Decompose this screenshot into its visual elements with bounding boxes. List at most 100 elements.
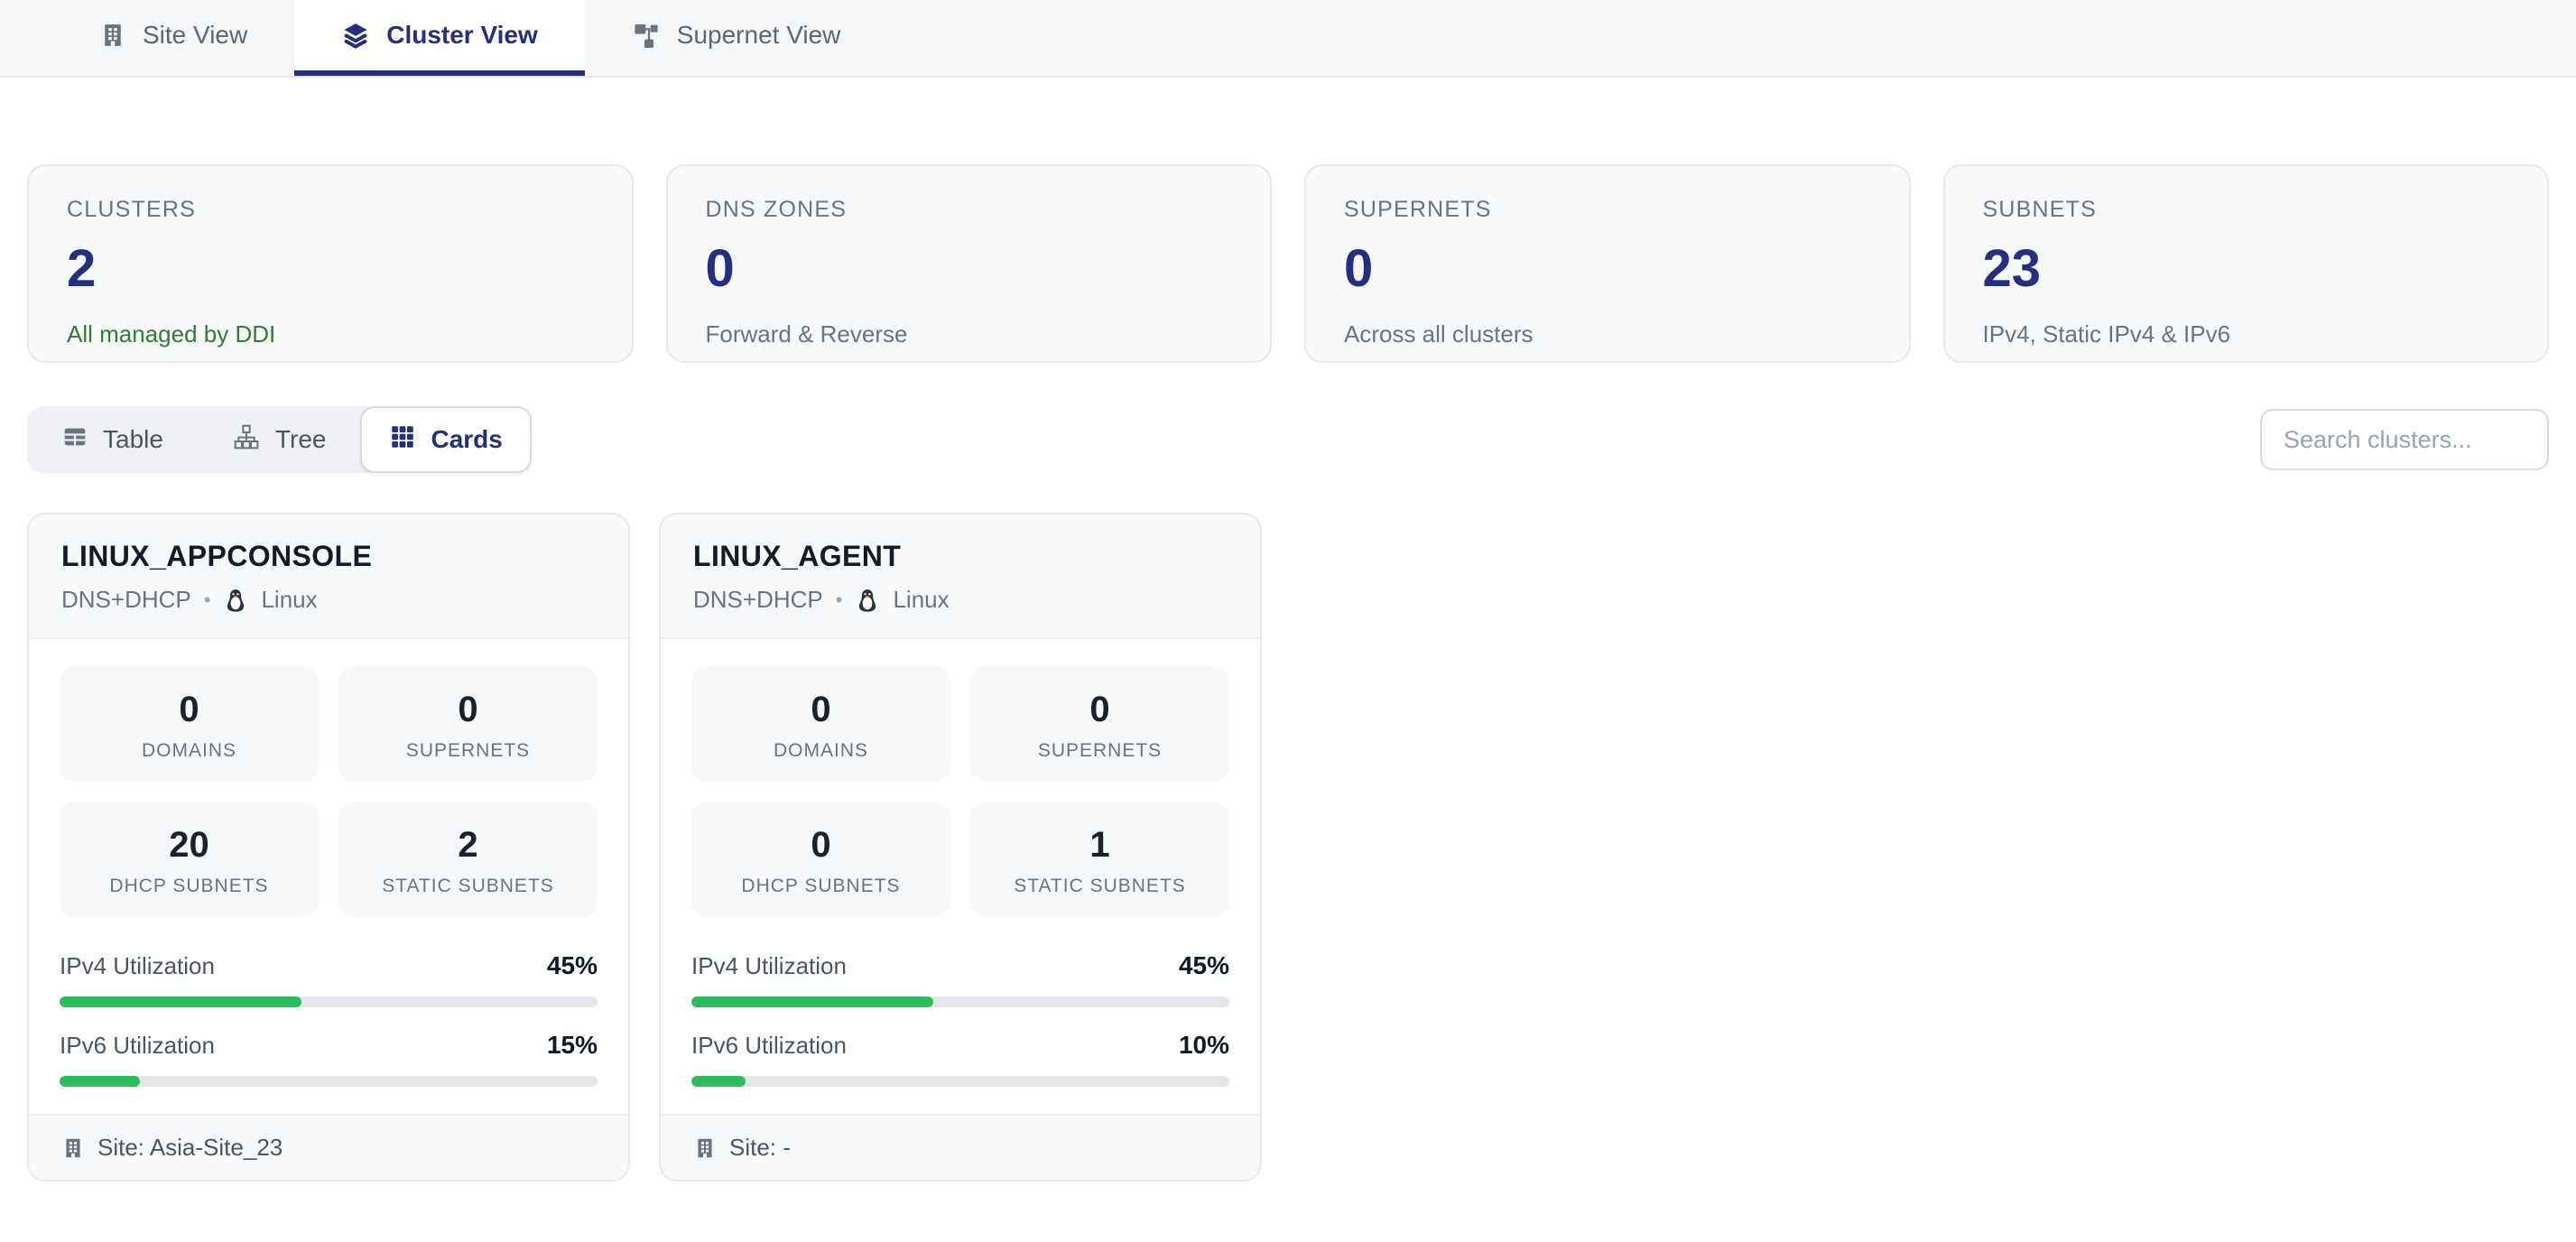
cluster-card-header: LINUX_APPCONSOLE DNS+DHCP • L bbox=[29, 514, 628, 639]
penguin-icon bbox=[855, 588, 880, 613]
stat-label: DOMAINS bbox=[141, 740, 236, 761]
cluster-subtitle: DNS+DHCP • Linux bbox=[693, 586, 1228, 614]
tab-site-view[interactable]: Site View bbox=[52, 0, 294, 76]
grid-icon bbox=[389, 423, 416, 457]
stat-value: 0 bbox=[458, 690, 478, 729]
ipv4-utilization: IPv4 Utilization 45% bbox=[691, 951, 1229, 1007]
stat-tile-dhcp-subnets: 0 DHCP SUBNETS bbox=[691, 802, 950, 917]
stat-tile-domains: 0 DOMAINS bbox=[691, 666, 950, 782]
summary-value: 0 bbox=[705, 239, 735, 298]
stat-label: DHCP SUBNETS bbox=[741, 876, 901, 896]
view-mode-table-label: Table bbox=[103, 425, 163, 453]
stat-value: 1 bbox=[1089, 825, 1110, 865]
cluster-stat-tiles: 0 DOMAINS 0 SUPERNETS 20 DHCP SUBNETS bbox=[60, 666, 598, 917]
building-icon bbox=[61, 1136, 85, 1160]
tab-cluster-view-label: Cluster View bbox=[386, 21, 538, 49]
progress-track bbox=[60, 996, 598, 1007]
view-mode-tree-button[interactable]: Tree bbox=[198, 406, 361, 473]
utilization-label: IPv4 Utilization bbox=[60, 952, 215, 979]
cluster-card-body: 0 DOMAINS 0 SUPERNETS 20 DHCP SUBNETS bbox=[29, 639, 628, 1114]
summary-caption: Across all clusters bbox=[1344, 320, 1534, 348]
progress-track bbox=[691, 996, 1229, 1007]
cluster-subtitle: DNS+DHCP • Linux bbox=[61, 586, 596, 614]
stat-tile-static-subnets: 1 STATIC SUBNETS bbox=[970, 802, 1229, 917]
view-mode-cards-button[interactable]: Cards bbox=[360, 406, 532, 473]
summary-label: CLUSTERS bbox=[67, 197, 196, 222]
cluster-site: Site: Asia-Site_23 bbox=[97, 1134, 283, 1161]
cluster-name: LINUX_AGENT bbox=[693, 540, 902, 572]
tab-supernet-view[interactable]: Supernet View bbox=[585, 0, 888, 76]
layers-icon bbox=[341, 21, 370, 50]
cluster-cards-grid: LINUX_APPCONSOLE DNS+DHCP • L bbox=[27, 513, 2549, 1236]
stat-tile-supernets: 0 SUPERNETS bbox=[970, 666, 1229, 782]
summary-label: DNS ZONES bbox=[705, 197, 848, 222]
cluster-os: Linux bbox=[261, 586, 318, 613]
cluster-card-body: 0 DOMAINS 0 SUPERNETS 0 DHCP SUBNETS 1 bbox=[661, 639, 1260, 1114]
summary-card-dns-zones: DNS ZONES 0 Forward & Reverse bbox=[665, 164, 1272, 363]
stat-value: 0 bbox=[179, 690, 199, 729]
cluster-card-footer: Site: - bbox=[661, 1114, 1260, 1180]
view-mode-table-button[interactable]: Table bbox=[27, 406, 198, 473]
building-icon bbox=[693, 1136, 717, 1160]
summary-value: 2 bbox=[67, 239, 97, 298]
stat-value: 0 bbox=[811, 690, 831, 729]
building-icon bbox=[99, 22, 126, 49]
tab-supernet-view-label: Supernet View bbox=[676, 21, 841, 49]
utilization-value: 10% bbox=[1178, 1031, 1229, 1059]
cluster-site: Site: - bbox=[729, 1134, 791, 1161]
utilization-label: IPv6 Utilization bbox=[691, 1032, 847, 1059]
summary-value: 0 bbox=[1344, 239, 1374, 298]
stat-tile-domains: 0 DOMAINS bbox=[60, 666, 319, 782]
stat-value: 0 bbox=[811, 825, 831, 865]
stat-value: 2 bbox=[458, 825, 478, 865]
stat-label: STATIC SUBNETS bbox=[1014, 876, 1186, 896]
progress-fill bbox=[691, 1076, 746, 1087]
tab-cluster-view[interactable]: Cluster View bbox=[294, 0, 585, 76]
progress-fill bbox=[60, 996, 302, 1007]
cluster-stat-tiles: 0 DOMAINS 0 SUPERNETS 0 DHCP SUBNETS 1 bbox=[691, 666, 1229, 917]
dot-separator: • bbox=[203, 588, 211, 611]
progress-track bbox=[691, 1076, 1229, 1087]
summary-label: SUBNETS bbox=[1982, 197, 2097, 222]
stat-label: DHCP SUBNETS bbox=[109, 876, 269, 896]
cluster-service: DNS+DHCP bbox=[61, 586, 191, 613]
penguin-icon bbox=[223, 588, 248, 613]
progress-fill bbox=[691, 996, 934, 1007]
cluster-card-linux-appconsole[interactable]: LINUX_APPCONSOLE DNS+DHCP • L bbox=[27, 513, 630, 1182]
summary-caption: All managed by DDI bbox=[67, 320, 276, 348]
stat-label: DOMAINS bbox=[773, 740, 868, 761]
tab-site-view-label: Site View bbox=[143, 21, 248, 49]
cluster-toolbar: Table Tree bbox=[27, 406, 2549, 473]
summary-label: SUPERNETS bbox=[1344, 197, 1492, 222]
view-tabbar: Site View Cluster View bbox=[0, 0, 2576, 78]
stat-tile-supernets: 0 SUPERNETS bbox=[338, 666, 598, 782]
stat-label: SUPERNETS bbox=[405, 740, 531, 761]
search-clusters-input[interactable] bbox=[2260, 409, 2549, 470]
ipv4-utilization: IPv4 Utilization 45% bbox=[60, 951, 598, 1007]
utilization-value: 45% bbox=[1178, 951, 1229, 979]
progress-fill bbox=[60, 1076, 141, 1087]
utilization-value: 45% bbox=[546, 951, 598, 979]
cluster-os: Linux bbox=[893, 586, 950, 613]
cluster-card-linux-agent[interactable]: LINUX_AGENT DNS+DHCP • Linux bbox=[659, 513, 1262, 1182]
view-mode-switcher: Table Tree bbox=[27, 406, 532, 473]
table-icon bbox=[61, 423, 88, 457]
stat-value: 20 bbox=[169, 825, 209, 865]
utilization-value: 15% bbox=[546, 1031, 598, 1059]
tree-icon bbox=[232, 422, 261, 458]
stat-label: SUPERNETS bbox=[1037, 740, 1163, 761]
dot-separator: • bbox=[835, 588, 843, 611]
summary-value: 23 bbox=[1982, 239, 2042, 298]
utilization-label: IPv4 Utilization bbox=[691, 952, 847, 979]
ipv6-utilization: IPv6 Utilization 10% bbox=[691, 1031, 1229, 1087]
summary-card-clusters: CLUSTERS 2 All managed by DDI bbox=[27, 164, 634, 363]
search-box bbox=[2260, 409, 2549, 470]
cluster-card-header: LINUX_AGENT DNS+DHCP • Linux bbox=[661, 514, 1260, 639]
view-mode-cards-label: Cards bbox=[431, 425, 503, 453]
summary-caption: Forward & Reverse bbox=[705, 320, 908, 348]
summary-caption: IPv4, Static IPv4 & IPv6 bbox=[1982, 320, 2231, 348]
progress-track bbox=[60, 1076, 598, 1087]
summary-card-supernets: SUPERNETS 0 Across all clusters bbox=[1304, 164, 1911, 363]
stat-label: STATIC SUBNETS bbox=[382, 876, 554, 896]
cluster-card-footer: Site: Asia-Site_23 bbox=[29, 1114, 628, 1180]
